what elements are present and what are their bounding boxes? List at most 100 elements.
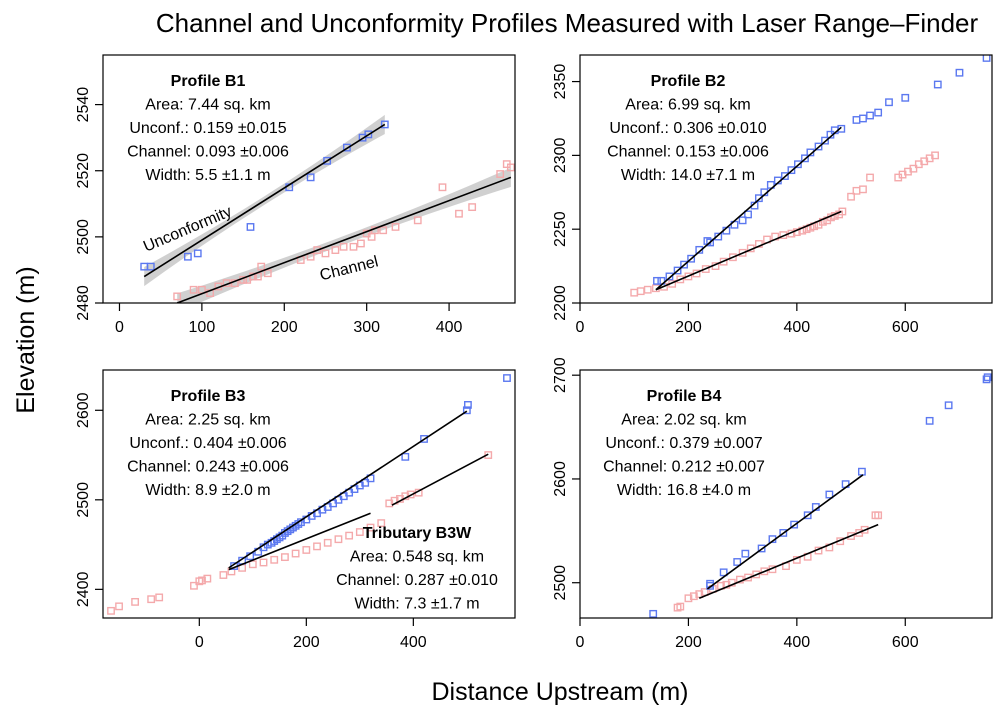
channel-point — [701, 265, 710, 273]
chart-title: Channel and Unconformity Profiles Measur… — [156, 8, 979, 38]
profile-name: Profile B2 — [651, 73, 726, 90]
channel-point — [379, 226, 388, 235]
channel-fit-line — [176, 176, 512, 303]
y-tick-label: 2250 — [552, 211, 569, 247]
channel-fit-line — [655, 210, 842, 291]
channel-point — [270, 555, 279, 564]
y-tick-label: 2500 — [75, 219, 92, 255]
plot-area — [140, 114, 515, 303]
unconformity-point — [925, 416, 934, 425]
unconformity-point — [464, 401, 472, 409]
channel-point — [689, 592, 698, 601]
channel-point — [115, 602, 123, 611]
channel-point — [643, 285, 652, 294]
channel-point — [198, 576, 206, 585]
channel-point — [107, 606, 115, 615]
unconformity-point — [401, 452, 410, 461]
channel-point — [291, 549, 300, 558]
y-tick-label: 2500 — [552, 565, 569, 601]
channel-point — [760, 567, 769, 576]
channel-point — [728, 253, 737, 262]
channel-point — [630, 288, 639, 297]
channel-point — [676, 602, 685, 611]
channel-point — [334, 535, 343, 544]
y-tick-label: 2500 — [75, 482, 92, 518]
channel-point — [506, 163, 515, 172]
panel-frame — [579, 369, 993, 619]
unconformity-fit-line — [143, 123, 386, 278]
channel-point — [323, 538, 332, 547]
channel-point — [468, 203, 477, 212]
unconformity-point — [738, 216, 747, 225]
unconformity-point — [757, 544, 766, 553]
channel-point — [173, 292, 182, 301]
channel-point — [695, 590, 704, 599]
panel-frame — [579, 54, 993, 304]
x-tick-label: 400 — [436, 319, 463, 336]
unconformity-fit-line — [655, 126, 842, 291]
profile-stat: Channel: 0.212 ±0.007 — [603, 459, 765, 476]
channel-point — [257, 262, 266, 271]
y-tick-label: 2600 — [75, 392, 92, 428]
unconformity-point — [653, 276, 661, 285]
unconformity-point — [246, 223, 255, 231]
channel-point — [249, 272, 257, 281]
unconformity-point — [885, 98, 893, 107]
x-axis-title: Distance Upstream (m) — [432, 678, 689, 706]
unconformity-point — [790, 520, 799, 529]
unconformity-point — [503, 374, 511, 382]
panels: 0 100 200 300 400 2480 2500 2520 2540 Profile B1 A… — [75, 54, 993, 651]
x-tick-label: 400 — [783, 319, 810, 336]
unconformity-point — [146, 262, 155, 271]
panel-b1: 0 100 200 300 400 2480 2500 2520 2540 Profile B1 A… — [75, 54, 516, 336]
unconformity-point — [944, 401, 953, 410]
channel-point — [345, 531, 354, 540]
profile-stat: Unconf.: 0.306 ±0.010 — [609, 120, 766, 137]
unconformity-point — [837, 124, 846, 133]
unconformity-point — [714, 232, 723, 241]
channel-point — [189, 285, 198, 294]
y-tick-label: 2700 — [552, 357, 569, 393]
unconformity-point — [741, 549, 750, 558]
channel-point — [754, 240, 763, 248]
channel-point — [738, 248, 747, 257]
unconformity-fit-line — [228, 410, 468, 569]
panel-b4: 0 200 400 600 2500 2600 2700 Profile B4 Area: 2.… — [552, 357, 993, 651]
profile-stat: Unconf.: 0.404 ±0.006 — [129, 435, 286, 452]
channel-point — [838, 207, 847, 216]
channel-point — [847, 532, 855, 540]
profile-name: Profile B4 — [647, 388, 722, 405]
channel-point — [190, 581, 198, 590]
panel-frame — [102, 369, 516, 619]
profile-stat: Area: 6.99 sq. km — [625, 97, 750, 114]
channel-point — [874, 511, 883, 520]
unconformity-point — [781, 172, 789, 180]
x-tick-label: 400 — [400, 634, 427, 651]
channel-point — [866, 173, 874, 182]
profile-stat: Channel: 0.093 ±0.006 — [127, 144, 289, 161]
channel-point — [636, 287, 645, 296]
channel-point — [349, 242, 358, 251]
unconformity-point — [687, 254, 696, 263]
channel-point — [931, 151, 939, 160]
channel-fit-line — [698, 523, 879, 600]
channel-point — [355, 528, 364, 536]
profile-stat: Unconf.: 0.159 ±0.015 — [129, 120, 286, 137]
channel-point — [455, 209, 463, 218]
channel-point — [219, 571, 228, 579]
channel-point — [684, 594, 693, 603]
x-tick-label: 200 — [675, 634, 702, 651]
channel-point — [259, 558, 268, 567]
unconformity-point — [733, 558, 742, 566]
unconformity-point — [794, 160, 802, 169]
x-tick-label: 0 — [195, 634, 204, 651]
channel-point — [377, 519, 386, 527]
profile-stat: Unconf.: 0.379 ±0.007 — [605, 435, 762, 452]
channel-point — [909, 164, 918, 173]
x-tick-label: 0 — [576, 319, 585, 336]
unconformity-point — [779, 529, 788, 537]
unconformity-point — [680, 260, 688, 269]
unconformity-point — [801, 154, 809, 163]
x-tick-label: 100 — [189, 319, 216, 336]
channel-point — [248, 560, 257, 569]
